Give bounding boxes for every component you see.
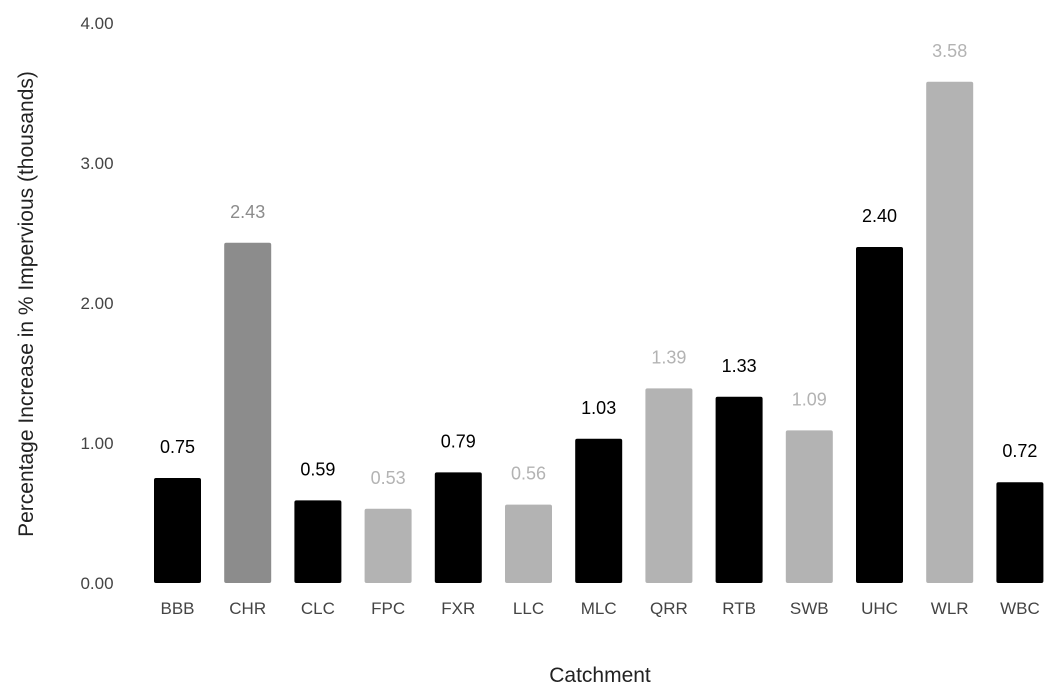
data-label-chr: 2.43 <box>230 202 265 222</box>
bar-swb <box>785 430 833 583</box>
data-label-clc: 0.59 <box>300 459 335 479</box>
data-label-bbb: 0.75 <box>160 437 195 457</box>
data-label-rtb: 1.33 <box>722 356 757 376</box>
x-tick-label: LLC <box>513 599 544 618</box>
data-label-llc: 0.56 <box>511 464 546 484</box>
y-tick-label: 0.00 <box>80 574 113 593</box>
bar-chr <box>224 242 272 584</box>
x-axis-ticks: BBB CHR CLC FPC FXR LLC MLC QRR RTB SWB UHC WLR WBC <box>160 599 1039 618</box>
bar-fxr <box>434 472 482 583</box>
data-label-mlc: 1.03 <box>581 398 616 418</box>
data-label-wbc: 0.72 <box>1002 441 1037 461</box>
x-tick-label: UHC <box>861 599 898 618</box>
bar-wbc <box>996 482 1044 583</box>
x-tick-label: WLR <box>931 599 969 618</box>
data-label-qrr: 1.39 <box>651 347 686 367</box>
data-label-swb: 1.09 <box>792 389 827 409</box>
x-tick-label: FXR <box>441 599 475 618</box>
bar-clc <box>294 500 342 583</box>
data-label-fpc: 0.53 <box>371 468 406 488</box>
bar-wlr <box>926 81 974 584</box>
y-axis-ticks: 0.00 1.00 2.00 3.00 4.00 <box>80 14 113 593</box>
data-label-wlr: 3.58 <box>932 41 967 61</box>
x-tick-label: WBC <box>1000 599 1040 618</box>
x-tick-label: QRR <box>650 599 688 618</box>
bar-bbb <box>154 478 201 583</box>
data-labels: 0.75 2.43 0.59 0.53 0.79 0.56 1.03 1.39 1.33 1.09… <box>160 41 1037 488</box>
y-axis-title: Percentage Increase in % Impervious (tho… <box>15 71 38 537</box>
y-tick-label: 3.00 <box>80 154 113 173</box>
x-tick-label: RTB <box>722 599 756 618</box>
bar-fpc <box>364 508 412 583</box>
bar-series <box>154 81 1044 584</box>
data-label-uhc: 2.40 <box>862 206 897 226</box>
y-tick-label: 1.00 <box>80 434 113 453</box>
bar-qrr <box>645 388 693 583</box>
bar-uhc <box>856 247 903 583</box>
x-tick-label: SWB <box>790 599 829 618</box>
data-label-fxr: 0.79 <box>441 431 476 451</box>
bar-llc <box>505 504 552 583</box>
x-tick-label: CHR <box>229 599 266 618</box>
x-tick-label: FPC <box>371 599 405 618</box>
x-tick-label: MLC <box>581 599 617 618</box>
y-tick-label: 4.00 <box>80 14 113 33</box>
bar-rtb <box>715 396 763 583</box>
bar-mlc <box>575 438 623 583</box>
x-tick-label: BBB <box>160 599 194 618</box>
x-axis-title: Catchment <box>549 664 651 687</box>
y-tick-label: 2.00 <box>80 294 113 313</box>
x-tick-label: CLC <box>301 599 335 618</box>
